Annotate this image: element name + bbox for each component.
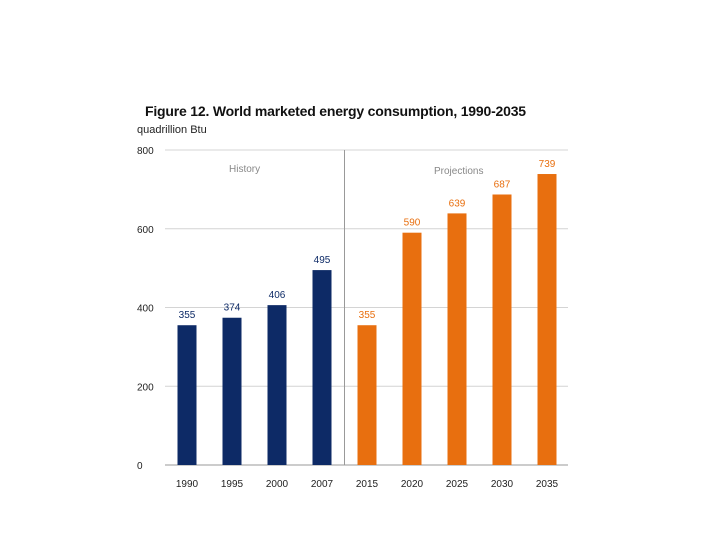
bar-2030: [492, 194, 512, 465]
chart-title: Figure 12. World marketed energy consump…: [145, 103, 526, 119]
bars: [177, 174, 557, 466]
value-label-1995: 374: [224, 303, 241, 314]
bar-2015: [357, 325, 377, 465]
value-label-2015: 355: [359, 310, 376, 321]
x-tick-label-1995: 1995: [221, 479, 244, 490]
y-tick-label: 0: [137, 461, 143, 472]
value-label-1990: 355: [179, 310, 196, 321]
x-tick-label-2035: 2035: [536, 479, 559, 490]
x-tick-label-2000: 2000: [266, 479, 289, 490]
bar-2007: [312, 270, 332, 465]
y-tick-label: 400: [137, 304, 154, 315]
bar-2035: [537, 174, 557, 466]
x-tick-label-2025: 2025: [446, 479, 469, 490]
value-label-2035: 739: [539, 159, 556, 170]
value-label-2000: 406: [269, 290, 286, 301]
bar-2025: [447, 213, 467, 465]
value-labels: 355 374 406 495 355 590 639 687 739: [179, 159, 556, 321]
period-label-projections: Projections: [434, 166, 483, 177]
period-labels: History Projections: [229, 164, 483, 177]
bar-2000: [267, 305, 287, 465]
value-label-2020: 590: [404, 218, 421, 229]
value-label-2025: 639: [449, 198, 466, 209]
x-tick-label-2015: 2015: [356, 479, 379, 490]
value-label-2030: 687: [494, 179, 511, 190]
value-label-2007: 495: [314, 255, 331, 266]
x-tick-label-1990: 1990: [176, 479, 199, 490]
y-tick-labels: 0 200 400 600 800: [137, 146, 154, 472]
bar-2020: [402, 232, 422, 465]
x-tick-label-2030: 2030: [491, 479, 514, 490]
x-tick-labels: 1990 1995 2000 2007 2015 2020 2025 2030 2035: [176, 479, 559, 490]
y-axis-label: quadrillion Btu: [137, 124, 207, 136]
y-tick-label: 600: [137, 225, 154, 236]
bar-1995: [222, 317, 242, 465]
period-label-history: History: [229, 164, 260, 175]
x-tick-label-2007: 2007: [311, 479, 334, 490]
y-tick-label: 200: [137, 382, 154, 393]
bar-1990: [177, 325, 197, 465]
x-tick-label-2020: 2020: [401, 479, 424, 490]
y-tick-label: 800: [137, 146, 154, 157]
